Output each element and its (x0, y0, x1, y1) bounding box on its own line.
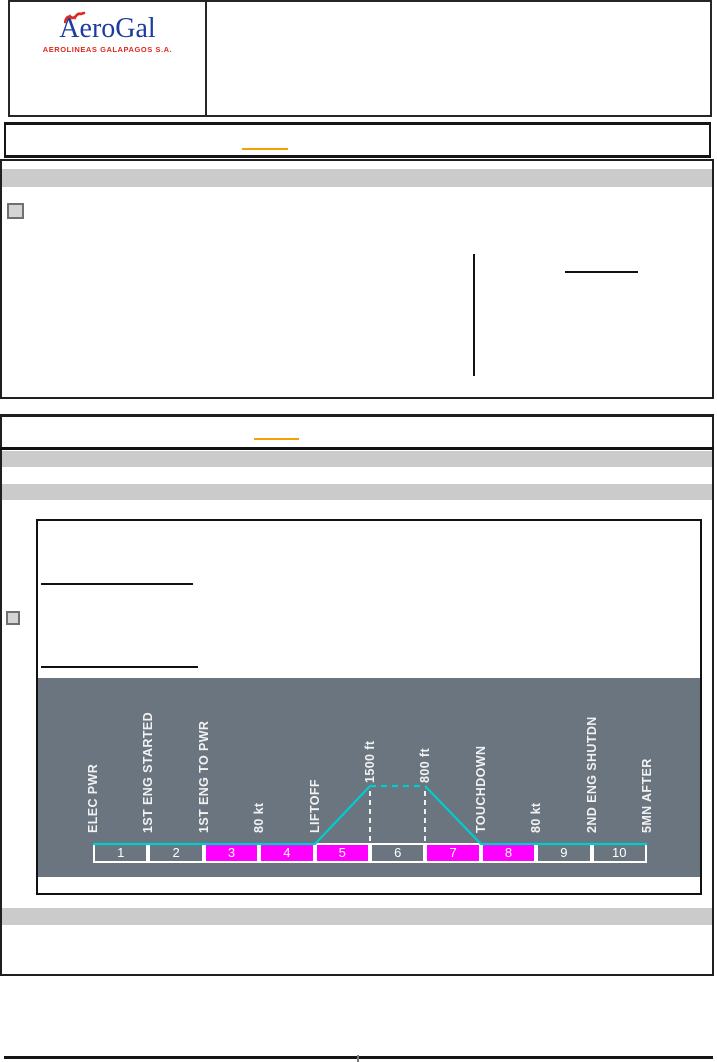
section-one-box (0, 159, 714, 399)
phase-cell-3: 3 (203, 843, 260, 863)
revision-marker (7, 203, 24, 219)
section-footer-bar (2, 908, 712, 925)
heading-underline (565, 271, 638, 273)
phase-cell-1: 1 (93, 843, 149, 863)
phase-boundary-label: 5MN AFTER (640, 758, 654, 833)
column-divider-line (473, 254, 475, 376)
underlined-heading-1 (41, 583, 193, 585)
content-box: ELEC PWR 1ST ENG STARTED 1ST ENG TO PWR 80 … (36, 519, 702, 895)
subheader-bar-1 (2, 451, 712, 467)
footer-divider-tick (357, 1055, 359, 1062)
section-two-box: ELEC PWR 1ST ENG STARTED 1ST ENG TO PWR 80 … (0, 414, 714, 976)
phase-cell-7: 7 (425, 843, 481, 863)
phase-cell-4: 4 (259, 843, 315, 863)
phase-boundary-label: ELEC PWR (86, 763, 100, 833)
section-one-header-bar (2, 169, 712, 187)
underlined-heading-2 (41, 666, 198, 668)
header-right-cell (207, 2, 710, 115)
phase-boundary-label: 800 ft (418, 747, 432, 783)
revision-marker-2 (6, 611, 20, 625)
phase-boundary-label: 2ND ENG SHUTDN (585, 716, 599, 833)
phase-boundary-label: 1ST ENG STARTED (141, 711, 155, 833)
gecko-icon (64, 11, 86, 24)
phase-boundary-label: 1500 ft (363, 740, 377, 783)
subheader-bar-2 (2, 484, 712, 500)
phase-cell-6: 6 (370, 843, 426, 863)
phase-boundary-label: 80 kt (529, 802, 543, 834)
title-link-underline[interactable] (242, 148, 288, 150)
phase-cell-9: 9 (536, 843, 592, 863)
section-link-underline[interactable] (254, 438, 299, 440)
header-table: AeroGal AEROLINEAS GALAPAGOS S.A. (8, 0, 712, 117)
phase-cell-10: 10 (591, 843, 647, 863)
logo: AeroGal AEROLINEAS GALAPAGOS S.A. (10, 11, 205, 54)
phase-boundary-label: 1ST ENG TO PWR (197, 720, 211, 833)
phase-boundary-label: 80 kt (252, 802, 266, 834)
section-header-divider (0, 447, 714, 450)
logo-subtitle: AEROLINEAS GALAPAGOS S.A. (42, 45, 173, 54)
phase-cell-2: 2 (148, 843, 204, 863)
phase-cell-5: 5 (314, 843, 370, 863)
flight-phase-diagram: ELEC PWR 1ST ENG STARTED 1ST ENG TO PWR 80 … (38, 678, 700, 877)
phase-boundary-label: TOUCHDOWN (474, 745, 488, 833)
header-cell-divider (205, 2, 207, 115)
title-bar-box (4, 122, 711, 158)
phase-cell-8: 8 (480, 843, 537, 863)
phase-boundary-label: LIFTOFF (308, 779, 322, 833)
